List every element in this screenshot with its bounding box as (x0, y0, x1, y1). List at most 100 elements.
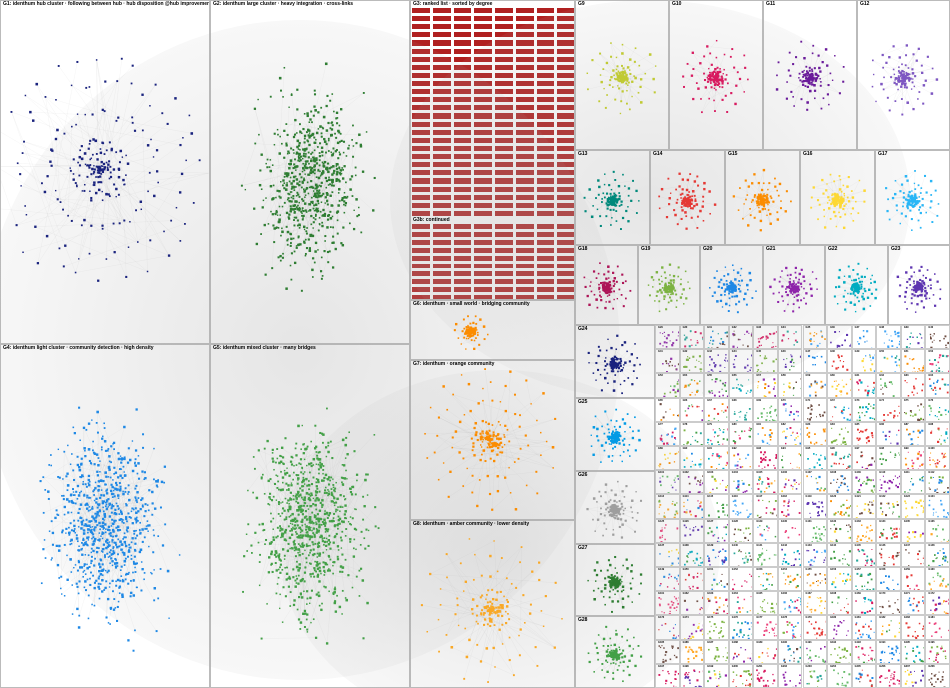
panel-title: G72 (830, 400, 835, 403)
panel-title: G45 (756, 351, 761, 354)
panel-title: G79 (707, 424, 712, 427)
micro-panel: G39 (901, 325, 926, 349)
panel-title: G190 (781, 642, 787, 645)
panel-G26: G26 (575, 471, 655, 544)
micro-panel: G202 (778, 664, 803, 688)
panel-title: G39 (904, 327, 909, 330)
panel-title: G12 (860, 2, 869, 7)
panel-title: G105 (756, 472, 762, 475)
panel-title: G4: identhum light cluster · community d… (3, 346, 154, 351)
panel-title: G178 (781, 617, 787, 620)
panel-title: G158 (879, 569, 885, 572)
panel-r3e: G22 (825, 245, 888, 325)
micro-panel: G174 (680, 615, 705, 639)
micro-panel: G116 (729, 494, 754, 518)
micro-panel: G95 (803, 446, 828, 470)
panel-g4: G4: identhum light cluster · community d… (0, 344, 210, 688)
micro-panel: G162 (680, 591, 705, 615)
panel-title: G135 (904, 521, 910, 524)
panel-title: G86 (879, 424, 884, 427)
panel-title: G168 (830, 593, 836, 596)
micro-panel: G147 (901, 543, 926, 567)
micro-panel: G44 (729, 349, 754, 373)
micro-panel: G208 (925, 664, 950, 688)
micro-panel: G89 (655, 446, 680, 470)
panel-title: G208 (928, 666, 934, 669)
panel-title: G58 (781, 375, 786, 378)
micro-panel: G117 (753, 494, 778, 518)
micro-panel: G138 (680, 543, 705, 567)
panel-title: G146 (879, 545, 885, 548)
micro-panel: G84 (827, 422, 852, 446)
panel-title: G102 (683, 472, 689, 475)
micro-panel: G122 (876, 494, 901, 518)
panel-title: G36 (830, 327, 835, 330)
micro-panel: G101 (655, 470, 680, 494)
micro-panel: G107 (803, 470, 828, 494)
panel-title: G141 (756, 545, 762, 548)
cluster-svg (411, 521, 574, 687)
micro-panel: G206 (876, 664, 901, 688)
micro-panel: G106 (778, 470, 803, 494)
panel-title: G112 (928, 472, 934, 475)
panel-title: G6: identhum · small world · bridging co… (413, 302, 530, 307)
panel-title: G130 (781, 521, 787, 524)
micro-panel: G140 (729, 543, 754, 567)
panel-r3b: G19 (638, 245, 700, 325)
cluster-svg (576, 246, 637, 324)
cluster-svg (826, 246, 887, 324)
panel-title: G137 (658, 545, 664, 548)
micro-panel: G144 (827, 543, 852, 567)
micro-panel: G191 (803, 640, 828, 664)
micro-panel: G131 (803, 519, 828, 543)
micro-panel: G143 (803, 543, 828, 567)
micro-panel: G80 (729, 422, 754, 446)
micro-panel: G128 (729, 519, 754, 543)
micro-panel: G108 (827, 470, 852, 494)
panel-title: G28 (578, 618, 587, 623)
micro-panel: G172 (925, 591, 950, 615)
panel-title: G56 (732, 375, 737, 378)
micro-panel: G176 (729, 615, 754, 639)
panel-title: G16 (803, 152, 812, 157)
micro-panel: G83 (803, 422, 828, 446)
panel-title: G48 (830, 351, 835, 354)
micro-panel: G72 (827, 398, 852, 422)
micro-panel: G42 (680, 349, 705, 373)
cluster-svg (576, 326, 654, 397)
micro-panel: G94 (778, 446, 803, 470)
panel-title: G93 (756, 448, 761, 451)
micro-panel: G123 (901, 494, 926, 518)
micro-panel: G60 (827, 373, 852, 397)
panel-title: G89 (658, 448, 663, 451)
panel-title: G205 (855, 666, 861, 669)
panel-title: G81 (756, 424, 761, 427)
micro-panel: G100 (925, 446, 950, 470)
panel-title: G145 (855, 545, 861, 548)
panel-title: G49 (855, 351, 860, 354)
micro-panel: G69 (753, 398, 778, 422)
micro-panel: G47 (803, 349, 828, 373)
panel-title: G106 (781, 472, 787, 475)
panel-title: G185 (658, 642, 664, 645)
panel-title: G44 (732, 351, 737, 354)
micro-panel: G193 (852, 640, 877, 664)
panel-title: G172 (928, 593, 934, 596)
micro-panel: G121 (852, 494, 877, 518)
micro-panel: G203 (803, 664, 828, 688)
panel-title: G91 (707, 448, 712, 451)
panel-title: G24 (578, 327, 587, 332)
cluster-svg (876, 151, 949, 244)
micro-panel: G133 (852, 519, 877, 543)
micro-panel: G109 (852, 470, 877, 494)
micro-panel: G74 (876, 398, 901, 422)
micro-panel: G120 (827, 494, 852, 518)
panel-r3a: G18 (575, 245, 638, 325)
cluster-svg (651, 151, 724, 244)
micro-panel: G111 (901, 470, 926, 494)
micro-panel: G66 (680, 398, 705, 422)
panel-title: G62 (879, 375, 884, 378)
cluster-svg (411, 361, 574, 519)
panel-title: G68 (732, 400, 737, 403)
micro-panel: G134 (876, 519, 901, 543)
